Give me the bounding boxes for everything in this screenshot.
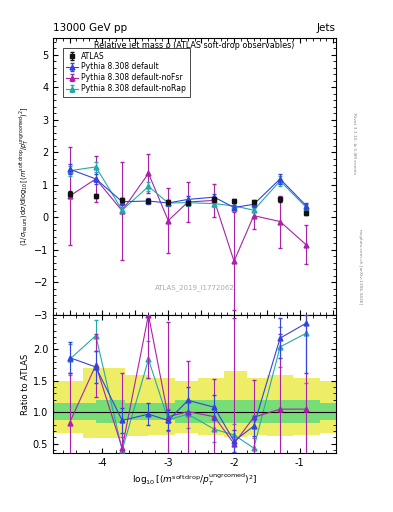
Text: Rivet 3.1.10, ≥ 3.4M events: Rivet 3.1.10, ≥ 3.4M events bbox=[352, 113, 356, 174]
Bar bbox=[53, 403, 83, 420]
Bar bbox=[267, 400, 293, 423]
Bar bbox=[247, 378, 267, 435]
Bar bbox=[96, 400, 125, 423]
X-axis label: $\log_{10}[(m^{\rm soft\,drop}/p_T^{\rm ungroomed})^2]$: $\log_{10}[(m^{\rm soft\,drop}/p_T^{\rm … bbox=[132, 472, 257, 488]
Bar bbox=[96, 368, 125, 438]
Text: Jets: Jets bbox=[317, 23, 336, 33]
Bar bbox=[320, 381, 336, 433]
Bar bbox=[149, 378, 175, 435]
Bar bbox=[224, 400, 247, 423]
Bar bbox=[175, 381, 198, 433]
Y-axis label: $(1/\sigma_{\rm resum})\,{\rm d}\sigma/{\rm d}\log_{10}[(m^{\rm soft\,drop}/p_T^: $(1/\sigma_{\rm resum})\,{\rm d}\sigma/{… bbox=[18, 107, 31, 246]
Text: mcplots.cern.ch [arXiv:1306.3436]: mcplots.cern.ch [arXiv:1306.3436] bbox=[358, 229, 362, 304]
Bar bbox=[83, 403, 96, 420]
Bar bbox=[198, 378, 224, 435]
Bar bbox=[83, 368, 96, 438]
Bar bbox=[125, 375, 149, 436]
Bar bbox=[224, 371, 247, 437]
Bar bbox=[149, 403, 175, 420]
Y-axis label: Ratio to ATLAS: Ratio to ATLAS bbox=[21, 353, 30, 415]
Text: 13000 GeV pp: 13000 GeV pp bbox=[53, 23, 127, 33]
Bar bbox=[175, 400, 198, 423]
Bar bbox=[125, 403, 149, 420]
Bar bbox=[247, 400, 267, 423]
Bar bbox=[320, 403, 336, 420]
Bar bbox=[267, 375, 293, 436]
Text: ATLAS_2019_I1772062: ATLAS_2019_I1772062 bbox=[155, 284, 234, 291]
Bar bbox=[293, 400, 320, 423]
Legend: ATLAS, Pythia 8.308 default, Pythia 8.308 default-noFsr, Pythia 8.308 default-no: ATLAS, Pythia 8.308 default, Pythia 8.30… bbox=[62, 48, 189, 97]
Bar bbox=[198, 400, 224, 423]
Bar bbox=[293, 378, 320, 435]
Bar bbox=[53, 381, 83, 433]
Text: Relative jet mass ρ (ATLAS soft-drop observables): Relative jet mass ρ (ATLAS soft-drop obs… bbox=[94, 41, 295, 50]
